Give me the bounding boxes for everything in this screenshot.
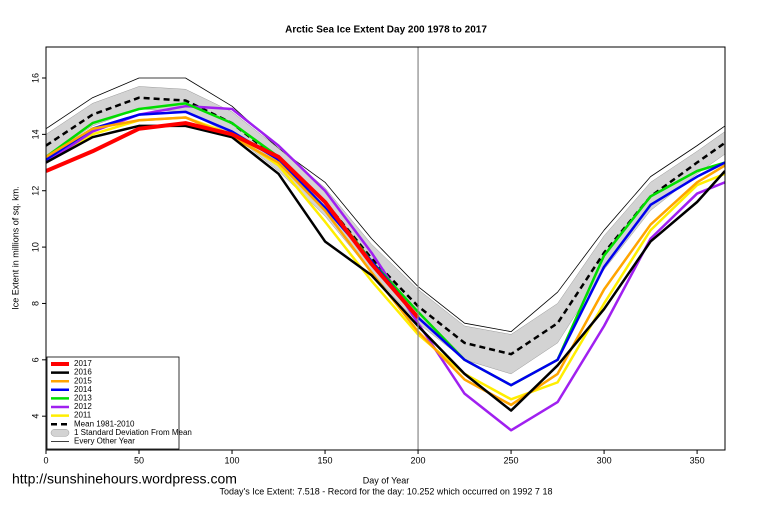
x-tick-label: 0 <box>43 455 48 465</box>
y-tick-label: 8 <box>30 301 40 306</box>
y-tick-label: 4 <box>30 414 40 419</box>
chart-title: Arctic Sea Ice Extent Day 200 1978 to 20… <box>285 25 487 36</box>
legend-label: 2016 <box>74 368 92 377</box>
series-line <box>46 102 725 387</box>
y-tick-label: 6 <box>30 357 40 362</box>
series-line <box>46 121 420 319</box>
x-tick-label: 300 <box>597 455 612 465</box>
y-tick-label: 10 <box>30 242 40 252</box>
x-tick-label: 150 <box>318 455 333 465</box>
legend-label: 2012 <box>74 402 92 411</box>
series-line <box>46 96 725 356</box>
legend-label: 2017 <box>74 359 92 368</box>
legend-label: 1 Standard Deviation From Mean <box>74 428 192 437</box>
plot <box>46 77 725 432</box>
series-line <box>46 77 725 333</box>
legend-label: Every Other Year <box>74 437 135 446</box>
y-tick-label: 12 <box>30 186 40 196</box>
x-tick-label: 100 <box>225 455 240 465</box>
legend-label: 2015 <box>74 376 92 385</box>
x-tick-label: 250 <box>504 455 519 465</box>
watermark: http://sunshinehours.wordpress.com <box>12 471 237 487</box>
x-tick-label: 200 <box>411 455 426 465</box>
y-tick-label: 14 <box>30 129 40 139</box>
x-axis-label: Day of Year <box>363 475 410 485</box>
x-tick-label: 50 <box>134 455 144 465</box>
legend-swatch <box>50 429 70 437</box>
legend-label: Mean 1981-2010 <box>74 419 135 428</box>
legend-label: 2014 <box>74 385 92 394</box>
series-line <box>46 110 725 387</box>
y-axis-label: Ice Extent in millions of sq. km. <box>10 186 20 310</box>
legend-label: 2011 <box>74 411 92 420</box>
legend-label: 2013 <box>74 394 92 403</box>
footer: Today's Ice Extent: 7.518 - Record for t… <box>220 486 553 496</box>
plot-frame <box>45 46 726 451</box>
y-tick-label: 16 <box>30 73 40 83</box>
x-tick-label: 350 <box>690 455 705 465</box>
